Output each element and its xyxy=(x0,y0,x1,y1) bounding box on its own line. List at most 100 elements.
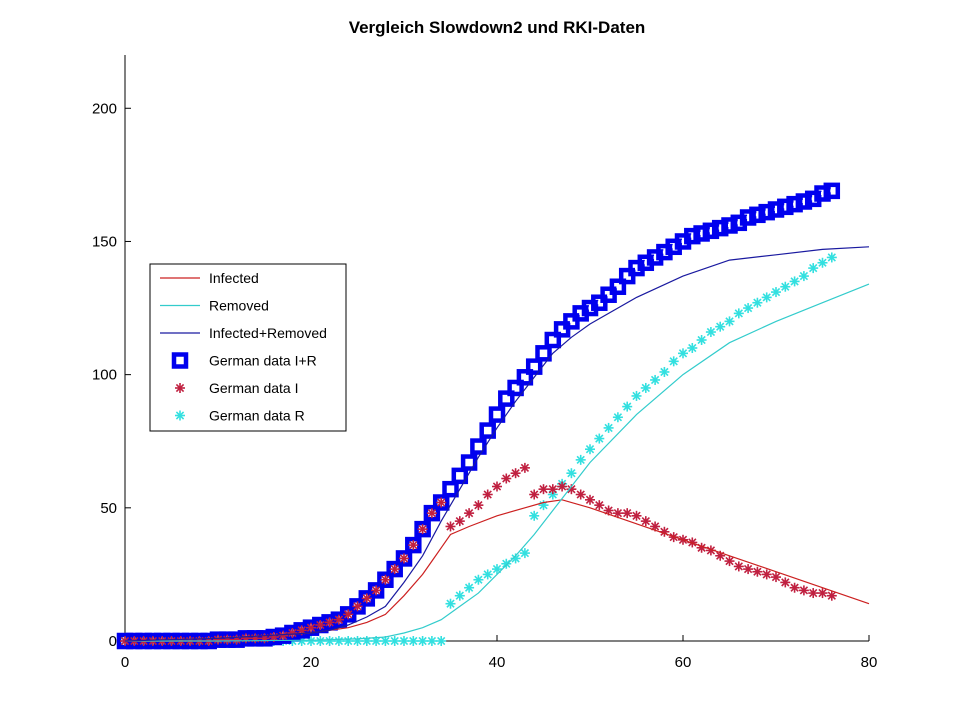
data-point xyxy=(659,366,670,377)
data-point xyxy=(442,480,459,498)
data-point xyxy=(724,316,735,327)
data-point xyxy=(417,524,428,535)
data-point xyxy=(777,198,794,216)
series-markers-german-data-i xyxy=(120,462,837,646)
data-point xyxy=(464,582,475,593)
data-point xyxy=(609,278,627,295)
x-tick-label: 40 xyxy=(489,654,506,671)
data-point xyxy=(789,276,800,287)
data-point xyxy=(516,369,534,386)
data-point xyxy=(557,481,568,492)
data-point xyxy=(789,582,800,593)
data-point xyxy=(352,601,363,612)
data-point xyxy=(451,467,469,485)
data-point xyxy=(603,422,614,433)
data-point xyxy=(473,574,484,585)
data-point xyxy=(213,634,223,645)
data-point xyxy=(324,617,335,628)
data-point xyxy=(798,271,809,282)
data-point xyxy=(631,390,642,401)
data-point xyxy=(612,412,623,423)
data-point xyxy=(743,564,754,575)
data-point xyxy=(259,633,270,644)
data-point xyxy=(454,516,465,527)
data-point xyxy=(501,558,512,569)
data-point xyxy=(408,540,419,551)
data-point xyxy=(786,195,803,213)
data-point xyxy=(492,564,502,575)
data-point xyxy=(826,590,837,601)
data-point xyxy=(687,343,698,353)
data-point xyxy=(426,508,437,519)
data-point xyxy=(798,585,809,596)
data-point xyxy=(650,374,661,385)
data-point xyxy=(470,438,487,455)
data-point xyxy=(733,308,744,319)
data-point xyxy=(594,433,605,444)
legend: Infected Removed Infected+Removed German da… xyxy=(149,263,347,432)
data-point xyxy=(343,636,354,646)
legend-label: Infected xyxy=(209,270,259,286)
legend-swatch xyxy=(171,352,189,369)
data-point xyxy=(333,614,344,625)
data-point xyxy=(529,489,540,500)
data-point xyxy=(752,566,763,577)
data-point xyxy=(529,510,540,521)
legend-label: German data I+R xyxy=(209,353,317,369)
data-point xyxy=(631,510,642,521)
series-line-removed xyxy=(125,283,870,642)
legend-box xyxy=(149,263,347,432)
data-point xyxy=(231,634,242,645)
data-point xyxy=(371,585,382,596)
data-point xyxy=(622,401,633,412)
data-point xyxy=(733,561,744,572)
legend-item: German data R xyxy=(175,408,305,424)
data-point xyxy=(361,593,372,604)
data-point xyxy=(445,521,456,532)
data-point xyxy=(761,292,772,303)
data-point xyxy=(817,257,828,268)
series-line-infected-removed xyxy=(124,246,870,642)
legend-item: German data I+R xyxy=(171,352,317,369)
data-point xyxy=(612,508,623,519)
data-point xyxy=(250,633,261,644)
data-point xyxy=(473,500,484,511)
tick-group: 0 20 40 60 80 0 50 100 150 200 xyxy=(92,100,877,671)
y-tick-label: 100 xyxy=(92,367,117,384)
legend-swatch xyxy=(175,410,185,421)
data-point xyxy=(315,636,326,646)
data-point xyxy=(519,548,530,559)
data-point xyxy=(640,516,651,527)
data-point xyxy=(808,588,819,599)
legend-item: German data I xyxy=(175,380,299,396)
data-point xyxy=(315,620,326,631)
data-point xyxy=(566,468,577,479)
y-tick-label: 200 xyxy=(92,100,117,117)
x-tick-label: 20 xyxy=(303,654,320,671)
data-point xyxy=(333,636,344,646)
data-point xyxy=(222,634,233,645)
data-point xyxy=(702,222,720,240)
legend-swatch xyxy=(175,383,185,393)
data-point xyxy=(640,382,651,393)
data-point xyxy=(380,636,391,646)
data-point xyxy=(436,497,447,508)
data-point xyxy=(739,209,757,226)
legend-item: Infected xyxy=(160,270,259,286)
data-point xyxy=(501,473,512,484)
data-point xyxy=(771,287,781,298)
data-point xyxy=(464,508,475,519)
data-point xyxy=(399,636,409,646)
data-point xyxy=(780,281,791,292)
data-point xyxy=(371,636,382,646)
data-point xyxy=(771,572,781,583)
data-point xyxy=(749,206,766,224)
data-point xyxy=(622,508,633,519)
legend-item: Removed xyxy=(160,298,269,314)
data-point xyxy=(705,327,716,338)
legend-label: German data I xyxy=(209,380,299,396)
data-point xyxy=(780,577,791,588)
data-point xyxy=(535,345,552,362)
